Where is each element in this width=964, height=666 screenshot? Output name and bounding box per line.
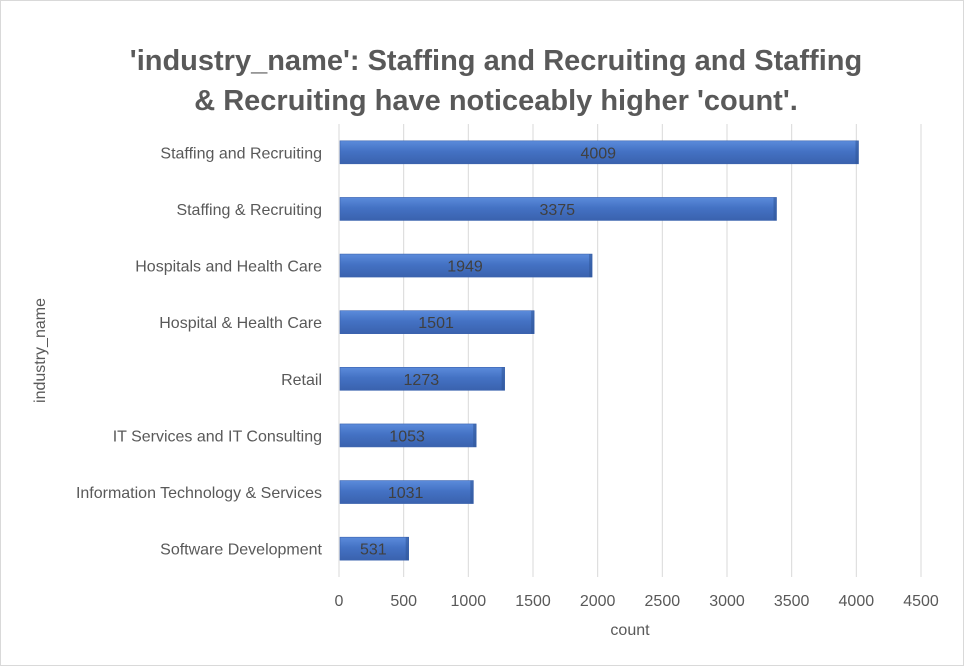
bar-edge <box>589 254 593 278</box>
data-label: 1949 <box>447 259 483 276</box>
bars <box>339 140 859 561</box>
x-tick-label: 2500 <box>645 593 681 610</box>
data-label: 1501 <box>418 315 454 332</box>
bar-edge <box>531 310 535 334</box>
bar-edge <box>773 197 777 221</box>
data-label: 1273 <box>404 372 440 389</box>
x-tick-labels: 0 500 1000 1500 2000 2500 3000 3500 4000 4500 <box>335 593 939 610</box>
bar-edge <box>405 537 409 561</box>
category-label: IT Services and IT Consulting <box>113 428 322 445</box>
x-tick-label: 3000 <box>709 593 745 610</box>
data-label: 1053 <box>389 428 425 445</box>
x-tick-label: 500 <box>390 593 417 610</box>
data-label: 1031 <box>388 485 424 502</box>
x-tick-label: 3500 <box>774 593 810 610</box>
category-labels: Staffing and Recruiting Staffing & Recrui… <box>76 145 323 558</box>
x-tick-label: 1500 <box>515 593 551 610</box>
category-label: Information Technology & Services <box>76 485 322 502</box>
category-label: Staffing and Recruiting <box>160 145 322 162</box>
bar-edge <box>470 480 474 504</box>
x-tick-label: 0 <box>335 593 344 610</box>
category-label: Staffing & Recruiting <box>176 202 322 219</box>
chart-title: 'industry_name': Staffing and Recruiting… <box>61 41 931 121</box>
data-label: 4009 <box>580 145 616 162</box>
x-tick-label: 4000 <box>839 593 875 610</box>
data-labels: 4009 3375 1949 1501 1273 1053 1031 531 <box>360 145 616 558</box>
x-axis-title: count <box>610 622 650 639</box>
bar-edge <box>855 140 859 164</box>
x-tick-label: 2000 <box>580 593 616 610</box>
category-label: Hospital & Health Care <box>159 315 322 332</box>
gridlines <box>338 124 922 577</box>
data-label: 3375 <box>539 202 575 219</box>
data-label: 531 <box>360 542 387 559</box>
chart-title-line-2: & Recruiting have noticeably higher 'cou… <box>194 85 798 117</box>
y-axis-title: industry_name <box>32 298 49 403</box>
category-label: Retail <box>281 372 322 389</box>
x-tick-label: 4500 <box>903 593 939 610</box>
bar-edge <box>473 423 477 447</box>
chart-title-line-1: 'industry_name': Staffing and Recruiting… <box>129 45 863 77</box>
category-label: Software Development <box>160 542 322 559</box>
x-tick-label: 1000 <box>451 593 487 610</box>
category-label: Hospitals and Health Care <box>135 259 322 276</box>
bar-edge <box>501 367 505 391</box>
